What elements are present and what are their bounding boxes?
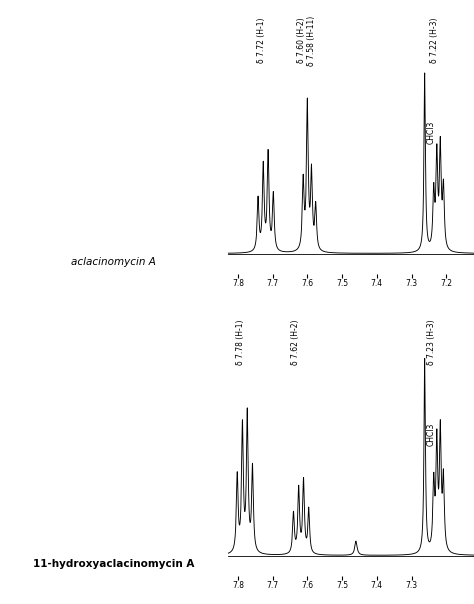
Text: δ 7.72 (H-1): δ 7.72 (H-1) xyxy=(257,18,266,63)
Text: aclacinomycin A: aclacinomycin A xyxy=(71,257,156,267)
Text: δ 7.58 (H-11): δ 7.58 (H-11) xyxy=(307,16,316,66)
Text: δ 7.62 (H-2): δ 7.62 (H-2) xyxy=(292,320,301,365)
Text: δ 7.78 (H-1): δ 7.78 (H-1) xyxy=(236,320,245,365)
Text: δ 7.22 (H-3): δ 7.22 (H-3) xyxy=(430,18,439,63)
Text: δ 7.23 (H-3): δ 7.23 (H-3) xyxy=(427,320,436,365)
Text: δ 7.60 (H-2): δ 7.60 (H-2) xyxy=(297,18,306,63)
Text: CHCl3: CHCl3 xyxy=(427,422,436,446)
Text: CHCl3: CHCl3 xyxy=(427,120,436,144)
Text: 11-hydroxyaclacinomycin A: 11-hydroxyaclacinomycin A xyxy=(33,559,194,569)
